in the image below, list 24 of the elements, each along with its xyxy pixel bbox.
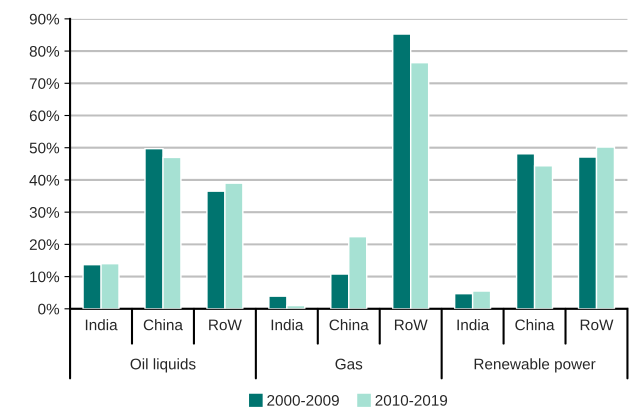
y-tick-label: 70%: [30, 78, 60, 89]
y-tick-label: 50%: [30, 142, 60, 154]
x-tick-label: RoW: [394, 320, 428, 330]
x-tick-label: India: [457, 319, 490, 330]
y-tick-label: 40%: [29, 174, 60, 186]
legend-label: 2010-2019: [376, 394, 448, 406]
text: Renewable power: [474, 358, 596, 372]
x-tick-label: China: [515, 319, 555, 330]
y-tick-label: 30%: [30, 207, 60, 218]
x-tick-label: India: [86, 319, 118, 330]
text: Gas: [336, 358, 362, 370]
y-tick-label: 90%: [30, 14, 60, 25]
y-tick-label: 20%: [30, 239, 60, 250]
y-tick-label: 60%: [30, 110, 60, 122]
x-tick-label: India: [272, 319, 304, 330]
text: Oil liquids: [130, 358, 196, 372]
x-tick-label: China: [330, 319, 369, 330]
x-tick-label: RoW: [209, 320, 242, 330]
y-tick-label: 80%: [30, 46, 60, 57]
legend-label: 2000-2009: [267, 394, 339, 406]
y-tick-label: 10%: [30, 271, 60, 282]
x-tick-label: RoW: [580, 320, 614, 330]
y-tick-label: 0%: [38, 304, 60, 314]
x-tick-label: China: [144, 319, 183, 330]
